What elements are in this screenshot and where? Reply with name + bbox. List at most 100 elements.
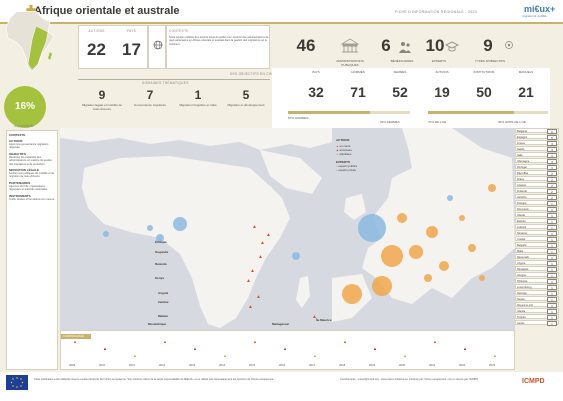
country-name: Bulgarie bbox=[517, 243, 527, 247]
legend-label: en cours bbox=[339, 144, 351, 148]
country-name: Roumanie bbox=[517, 207, 529, 211]
objectives-box: 46 ADMINISTRATIONS PUBLIQUES 6 BÉNÉFICIA… bbox=[272, 25, 514, 69]
map-bubble bbox=[372, 276, 392, 296]
country-count: 1 bbox=[547, 254, 557, 260]
country-count: 3 bbox=[547, 152, 557, 158]
eu-bar-label: 70% DE L'UE bbox=[428, 120, 447, 124]
map-bubble bbox=[439, 261, 449, 271]
country-count: 1 bbox=[547, 296, 557, 302]
country-name: Irlande bbox=[517, 213, 525, 217]
map-bubble bbox=[468, 244, 476, 252]
timeline-marker-icon: ▲ bbox=[313, 353, 317, 358]
country-count: 1 bbox=[547, 290, 557, 296]
mieux-logo: mi€ux+ bbox=[524, 4, 556, 14]
country-list-item: Suède 4 bbox=[515, 145, 559, 152]
country-list-item: Slovénie 1 bbox=[515, 229, 559, 236]
map-bubble bbox=[459, 215, 465, 221]
timeline-year: 2011 bbox=[129, 363, 136, 367]
legend-item: ● experts privés bbox=[336, 168, 386, 172]
map-bubble bbox=[147, 225, 153, 231]
country-count: 3 bbox=[547, 164, 557, 170]
country-name: Chypre bbox=[517, 261, 526, 265]
country-list-item: Chypre 1 bbox=[515, 259, 559, 266]
types-label: TYPES D'OBJECTIFS bbox=[475, 59, 505, 63]
bene-value: 6 bbox=[381, 36, 391, 55]
country-list-item: Danemark 1 bbox=[515, 253, 559, 260]
timeline-year: 2012 bbox=[159, 363, 166, 367]
country-count: 6 bbox=[547, 129, 557, 134]
footer-right-text: Coordonnées : mieux@icmpd.org - www.mieu… bbox=[340, 378, 479, 381]
country-list-item: Autriche 2 bbox=[515, 193, 559, 200]
country-list-item: Grèce 2 bbox=[515, 175, 559, 182]
bars-box: 67% HOMMES 33% FEMMES 70% DE L'UE 30% HO… bbox=[272, 108, 550, 128]
participants-row: PAYS 32 HOMMES 71 FEMMES 52 ACTIONS 19 INSTITUTI… bbox=[296, 70, 550, 106]
action-marker-icon: ▲ bbox=[266, 232, 271, 238]
map-bubble bbox=[479, 275, 485, 281]
country-label: Mozambique bbox=[148, 322, 167, 326]
pays-value: 17 bbox=[122, 40, 141, 59]
country-label: Madagascar bbox=[272, 322, 290, 326]
divider bbox=[78, 79, 270, 80]
action-marker-icon: ▲ bbox=[246, 278, 251, 284]
legend-label: experts privés bbox=[338, 168, 356, 172]
country-name: France bbox=[517, 141, 526, 145]
country-count: 1 bbox=[547, 224, 557, 230]
legend-label: terminées bbox=[339, 148, 352, 152]
country-count: 2 bbox=[547, 182, 557, 188]
map-bubble bbox=[173, 217, 187, 231]
country-name: Belgique bbox=[517, 130, 528, 133]
eu-flag-icon bbox=[6, 375, 28, 390]
country-list-item: Turquie 1 bbox=[515, 313, 559, 320]
country-list-item: Lettonie 1 bbox=[515, 223, 559, 230]
country-count: 1 bbox=[547, 272, 557, 278]
plus-icon: ✚ bbox=[26, 3, 37, 17]
mieux-logo-sub: migration & mobilité bbox=[522, 14, 547, 18]
country-count: 2 bbox=[547, 194, 557, 200]
thematic-label: Gouvernance migratoire bbox=[133, 103, 167, 107]
country-name: Danemark bbox=[517, 255, 529, 259]
country-list-item: Tchéquie 1 bbox=[515, 277, 559, 284]
participant-label: HOMMES bbox=[351, 70, 365, 74]
country-list-item: Espagne 5 bbox=[515, 133, 559, 140]
actions-value: 22 bbox=[87, 40, 106, 59]
country-count: 1 bbox=[547, 320, 557, 326]
country-list-item: Hongrie 1 bbox=[515, 271, 559, 278]
country-name: Grèce bbox=[517, 177, 525, 181]
timeline-year: 2017 bbox=[309, 363, 316, 367]
objectives-label: DES OBJECTIFS EN CHIFFRES bbox=[230, 72, 285, 76]
timeline-year: 2023 bbox=[489, 363, 496, 367]
footer bbox=[0, 372, 563, 401]
country-count: 1 bbox=[547, 230, 557, 236]
country-name: Hongrie bbox=[517, 273, 527, 277]
sidebar-block-text: Soutien aux politiques de mobilité et de… bbox=[9, 172, 55, 179]
country-name: Malte bbox=[517, 249, 524, 253]
thematic-value: 1 bbox=[194, 88, 202, 102]
country-count: 5 bbox=[547, 134, 557, 140]
timeline-year: 2010 bbox=[99, 363, 106, 367]
country-list-item: Pays-Bas 2 bbox=[515, 169, 559, 176]
timeline-year: 2022 bbox=[459, 363, 466, 367]
action-marker-icon: ▲ bbox=[250, 268, 255, 274]
country-list-item: Estonie 1 bbox=[515, 217, 559, 224]
country-count: 4 bbox=[547, 146, 557, 152]
country-list-item: Croatie 1 bbox=[515, 235, 559, 242]
timeline-marker-icon: ▲ bbox=[373, 346, 377, 351]
country-label: Zambie bbox=[158, 300, 169, 304]
actions-box: ACTIONS 22 PAYS 17 bbox=[78, 25, 148, 69]
header bbox=[0, 0, 563, 24]
timeline-title: CHRONOLOGIE bbox=[61, 334, 91, 339]
map-bubble bbox=[488, 184, 496, 192]
sidebar-block-head: OBJECTIFS bbox=[9, 151, 26, 156]
country-label: Rwanda bbox=[155, 262, 167, 266]
map-bubble bbox=[424, 274, 432, 282]
icmpd-logo: ICMPD bbox=[522, 378, 545, 385]
action-marker-icon: ▲ bbox=[248, 304, 253, 310]
country-name: Autriche bbox=[517, 195, 527, 199]
legend-item: ● experts publics bbox=[336, 164, 386, 168]
page-subtitle: FICHE D'INFORMATION RÉGIONALE - 2023 bbox=[395, 10, 477, 14]
country-list-item: Roumanie 1 bbox=[515, 205, 559, 212]
country-name: Italie bbox=[517, 153, 523, 157]
country-name: Estonie bbox=[517, 219, 526, 223]
country-name: Pays-Bas bbox=[517, 171, 529, 175]
country-name: Slovaquie bbox=[517, 267, 529, 271]
